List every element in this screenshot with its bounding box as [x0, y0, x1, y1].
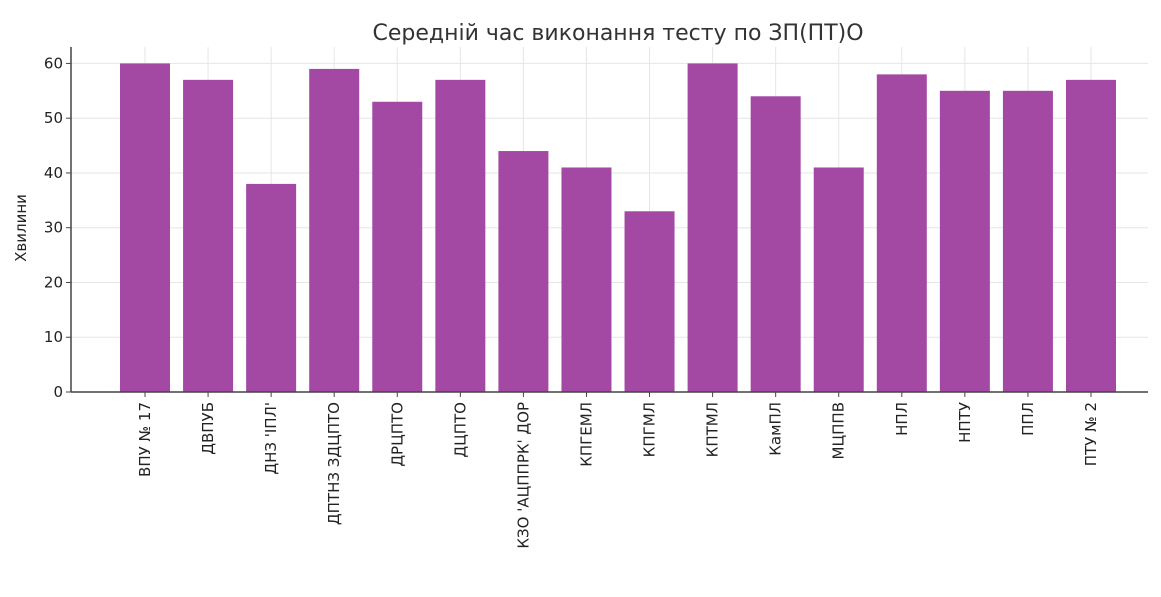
- x-tick-label: НПТУ: [956, 402, 974, 443]
- y-tick-label: 20: [44, 273, 63, 291]
- x-tick-label: КЗО 'АЦППРК' ДОР: [514, 402, 532, 549]
- x-tick-label: ДЦПТО: [451, 402, 469, 458]
- bar: [309, 68, 360, 393]
- x-tick-label: НПЛ: [893, 402, 911, 436]
- x-tick-label: ДВПУБ: [199, 402, 217, 455]
- x-tick-label: ДПТНЗ ЗДЦПТО: [325, 402, 343, 525]
- bar: [246, 183, 297, 392]
- bar: [1066, 79, 1116, 392]
- bar: [876, 74, 927, 392]
- x-tick-label: КПТМЛ: [704, 402, 722, 457]
- y-tick-label: 0: [53, 383, 63, 401]
- x-tick-label: МЦППВ: [830, 402, 848, 459]
- bar: [624, 211, 675, 392]
- bar: [687, 63, 738, 393]
- y-tick-label: 50: [44, 109, 63, 127]
- bar: [498, 151, 549, 392]
- x-tick-label: КамПЛ: [767, 402, 785, 456]
- x-tick-label: КПГЕМЛ: [577, 402, 595, 467]
- chart-title: Середній час виконання тесту по ЗП(ПТ)О: [372, 21, 863, 46]
- bar: [750, 96, 801, 393]
- bars-layer: [120, 63, 1116, 393]
- axes-layer: [70, 47, 1148, 393]
- y-tick-label: 10: [44, 328, 63, 346]
- x-tick-label: ДРЦПТО: [388, 402, 406, 467]
- bar: [372, 101, 423, 392]
- x-tick-label: КПГМЛ: [641, 402, 659, 457]
- y-tick-label: 30: [44, 219, 63, 237]
- bar: [939, 90, 990, 393]
- y-ticks: 0 10 20 30 40 50 60: [44, 54, 71, 401]
- x-tick-label: ДНЗ 'ІПЛ': [262, 402, 280, 475]
- x-tick-label: ВПУ № 17: [136, 402, 154, 477]
- x-tick-labels: ВПУ № 17 ДВПУБ ДНЗ 'ІПЛ' ДПТНЗ ЗДЦПТО ДРЦПТО…: [136, 392, 1100, 549]
- bar: [813, 167, 864, 392]
- bar: [1002, 90, 1053, 393]
- x-tick-label: ППЛ: [1019, 402, 1037, 436]
- y-tick-label: 60: [44, 54, 63, 72]
- x-tick-label: ПТУ № 2: [1082, 402, 1100, 466]
- y-tick-label: 40: [44, 164, 63, 182]
- bar: [120, 63, 170, 393]
- y-axis-label: Хвилини: [12, 194, 30, 262]
- bar: [561, 167, 612, 392]
- bar: [435, 79, 486, 392]
- bar: [183, 79, 234, 392]
